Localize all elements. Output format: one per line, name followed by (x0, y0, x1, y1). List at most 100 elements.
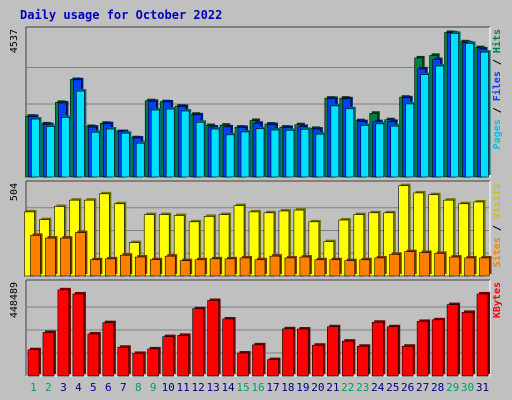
chart-title: Daily usage for October 2022 (20, 8, 222, 22)
bar (345, 106, 356, 178)
bar (464, 255, 477, 277)
legend-visits-sites: Sites / Visits (491, 183, 503, 267)
x-tick-label: 18 (281, 381, 294, 394)
bar (237, 351, 251, 377)
bar (371, 320, 386, 377)
bar (383, 210, 396, 277)
bar (416, 319, 431, 377)
bar (179, 258, 193, 277)
bar (431, 317, 446, 377)
x-tick-label: 10 (162, 381, 175, 394)
bar (293, 208, 306, 277)
x-tick-label: 2 (45, 381, 52, 394)
bar (461, 310, 476, 377)
bar (476, 291, 491, 377)
bar (57, 287, 71, 377)
x-tick-label: 31 (476, 381, 489, 394)
x-tick-label: 23 (356, 381, 369, 394)
bar (225, 132, 237, 178)
bar (248, 209, 261, 277)
bar (308, 219, 321, 277)
legend-entry-visits: Visits (491, 183, 503, 219)
bar (180, 109, 192, 178)
bar (327, 324, 341, 377)
bar (356, 344, 371, 377)
bar (297, 327, 311, 377)
bar (218, 212, 232, 277)
x-tick-label: 1 (30, 381, 37, 394)
legend-text: Sites / Visits (491, 183, 503, 267)
bar (285, 128, 296, 178)
x-tick-label: 19 (296, 381, 309, 394)
bar (465, 41, 476, 178)
bar (60, 236, 73, 277)
bar (106, 127, 117, 178)
bar (72, 291, 86, 377)
bar (119, 253, 133, 277)
bar (435, 63, 446, 178)
x-tick-label: 20 (311, 381, 324, 394)
x-tick-label: 24 (371, 381, 385, 394)
bar (480, 50, 491, 178)
bar (239, 255, 253, 277)
bar (91, 130, 102, 178)
x-tick-label: 9 (150, 381, 157, 394)
bar (188, 219, 202, 277)
bar (353, 212, 366, 277)
bar (75, 230, 88, 277)
legend-text: KBytes (492, 282, 503, 318)
bar (473, 199, 486, 277)
bar (360, 123, 371, 178)
bar (386, 324, 401, 377)
x-tick-label: 29 (446, 381, 459, 394)
bar (270, 128, 281, 178)
x-tick-label: 3 (60, 381, 67, 394)
panel-hits-files-pages: 4537 Pages / Files / Hits (9, 26, 503, 178)
bar (203, 214, 217, 277)
bar (173, 213, 187, 277)
x-tick-label: 12 (192, 381, 205, 394)
bar (233, 203, 247, 277)
bar (30, 233, 43, 277)
x-tick-label: 4 (75, 381, 82, 394)
bar (143, 212, 157, 277)
bar (252, 342, 266, 377)
legend-entry-pages: Pages (492, 119, 503, 149)
bar (443, 198, 456, 277)
bar (27, 347, 41, 377)
x-tick-label: 8 (135, 381, 142, 394)
bar (404, 249, 417, 277)
x-tick-label: 15 (236, 381, 249, 394)
x-tick-label: 5 (90, 381, 97, 394)
bar (398, 183, 411, 277)
x-tick-label: 22 (341, 381, 354, 394)
bar (149, 257, 163, 277)
series-kbytes (27, 287, 491, 377)
bar (419, 250, 432, 277)
bar (269, 254, 282, 277)
bar (479, 255, 492, 277)
bar (117, 345, 131, 377)
bar (389, 252, 402, 277)
bar (458, 201, 471, 277)
panel-kbytes: 448489 KBytes (9, 279, 503, 377)
legend-hits-files-pages: Pages / Files / Hits (491, 29, 503, 149)
bar (344, 258, 357, 277)
bar (46, 124, 57, 178)
bar (45, 236, 58, 277)
bar (207, 298, 221, 377)
x-tick-label: 25 (386, 381, 399, 394)
bar (132, 351, 146, 377)
x-tick-label: 11 (177, 381, 190, 394)
bar (267, 357, 281, 377)
bar (209, 256, 223, 277)
panel-visits-sites: 504 Sites / Visits (9, 180, 503, 277)
x-tick-label: 16 (251, 381, 264, 394)
bar (300, 127, 311, 178)
bar (113, 201, 127, 277)
bar (99, 191, 112, 277)
bar (195, 120, 207, 178)
x-axis: 1 2 3 4 5 6 7 8 9 10 11 12 13 14 15 16 17 18 19 20 21 22 23 24 2… (30, 381, 489, 394)
x-tick-label: 26 (401, 381, 414, 394)
bar (222, 316, 236, 377)
